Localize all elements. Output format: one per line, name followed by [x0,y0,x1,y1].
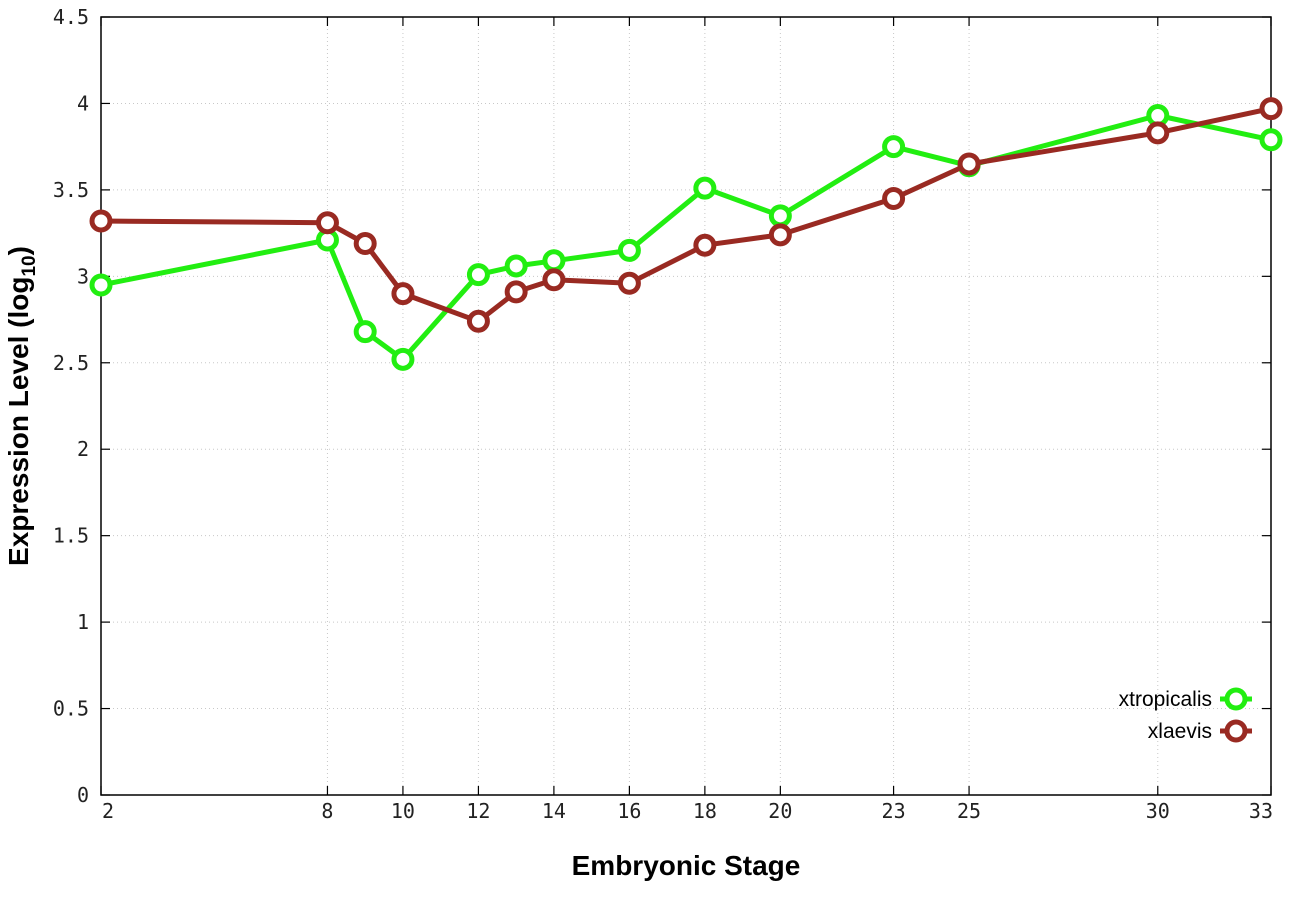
data-point [353,320,377,344]
x-axis-title: Embryonic Stage [572,850,801,881]
y-tick-label: 4.5 [53,5,89,29]
data-point [466,309,490,333]
x-tick-label: 14 [542,799,566,823]
data-point [89,209,113,233]
data-point [542,249,566,273]
x-tick-label: 30 [1146,799,1170,823]
data-point [542,268,566,292]
data-point [1259,97,1283,121]
data-point [504,254,528,278]
data-point [504,280,528,304]
series-xlaevis [89,97,1283,333]
x-tick-label: 18 [693,799,717,823]
data-point [617,238,641,262]
data-point [89,273,113,297]
x-tick-label: 8 [321,799,333,823]
legend-swatch-marker [1224,687,1248,711]
y-axis-title-subscript: 10 [19,255,40,276]
y-tick-label: 0 [77,783,89,807]
y-tick-label: 2.5 [53,351,89,375]
data-point [353,231,377,255]
data-point [768,204,792,228]
data-point [882,187,906,211]
series-group [89,97,1283,371]
data-point [957,152,981,176]
axis-ticks: 0 0.5 1 1.5 2 2.5 3 3.5 4 4.5 2 8 10 12 14 16 18 20 23 25 30… [53,5,1273,823]
x-tick-label: 25 [957,799,981,823]
legend-item-xtropicalis: xtropicalis [1119,687,1252,711]
plot-frame [100,16,1272,796]
x-tick-label: 16 [617,799,641,823]
x-tick-label: 12 [466,799,490,823]
data-point [693,176,717,200]
data-point [391,347,415,371]
y-axis-title: Expression Level (log10) [3,246,40,566]
legend-swatch-marker [1224,719,1248,743]
data-point [315,211,339,235]
data-point [693,233,717,257]
x-tick-label: 23 [882,799,906,823]
y-tick-label: 4 [77,91,89,115]
y-axis-title-close: ) [3,246,34,255]
data-point [1259,128,1283,152]
y-tick-label: 3 [77,264,89,288]
y-tick-label: 1.5 [53,524,89,548]
data-point [882,135,906,159]
legend-label: xtropicalis [1119,688,1212,711]
y-tick-label: 1 [77,610,89,634]
data-point [768,223,792,247]
y-tick-label: 3.5 [53,178,89,202]
y-tick-label: 2 [77,437,89,461]
legend: xtropicalis xlaevis [1119,687,1252,743]
data-point [1146,121,1170,145]
x-tick-label: 10 [391,799,415,823]
data-point [617,271,641,295]
y-tick-label: 0.5 [53,697,89,721]
data-point [466,263,490,287]
x-tick-label: 20 [768,799,792,823]
data-point [391,282,415,306]
series-xtropicalis [89,104,1283,371]
x-tick-label: 2 [102,799,114,823]
legend-label: xlaevis [1148,720,1212,743]
legend-item-xlaevis: xlaevis [1148,719,1252,743]
series-line [100,106,1272,324]
series-line [100,113,1272,362]
x-tick-label: 33 [1249,799,1273,823]
grid [101,17,1271,795]
y-axis-title-main: Expression Level (log [3,277,34,566]
